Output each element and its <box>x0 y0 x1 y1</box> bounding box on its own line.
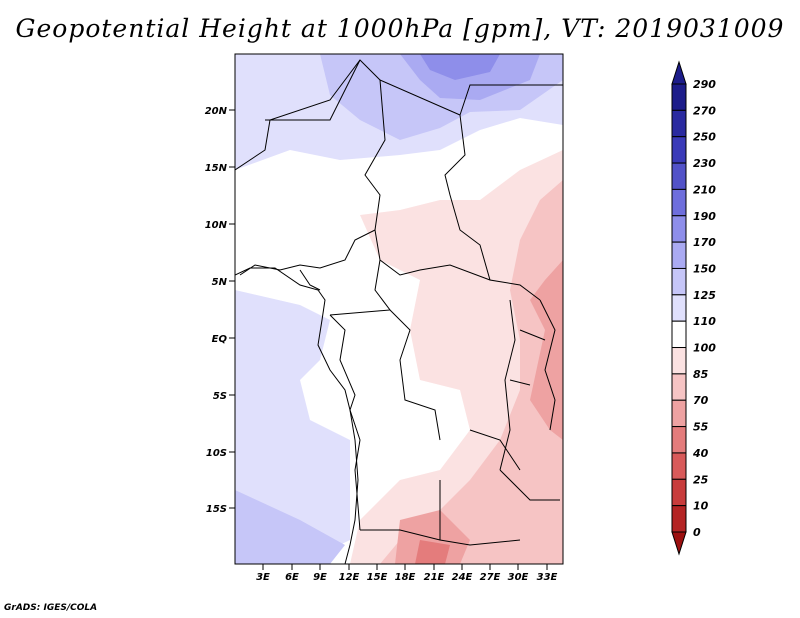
colorbar-label: 190 <box>693 210 716 223</box>
lon-label: 18E <box>395 572 416 583</box>
colorbar: 2902702502302101901701501251101008570554… <box>671 60 716 556</box>
lat-label: 20N <box>205 106 228 117</box>
lon-label: 30E <box>508 572 529 583</box>
colorbar-swatch <box>671 83 687 111</box>
grads-credit: GrADS: IGES/COLA <box>4 603 98 613</box>
colorbar-label: 270 <box>693 104 716 117</box>
lon-label: 3E <box>256 572 270 583</box>
colorbar-swatch <box>671 478 687 507</box>
colorbar-label: 55 <box>693 421 709 434</box>
colorbar-label: 150 <box>693 262 716 275</box>
colorbar-label: 85 <box>693 368 709 381</box>
lon-label: 24E <box>452 572 473 583</box>
colorbar-swatch <box>671 109 687 138</box>
lon-label: 12E <box>339 572 360 583</box>
colorbar-swatch <box>671 241 687 269</box>
lat-label: 15N <box>205 163 228 174</box>
latitude-labels: 20N 15N 10N 5N EQ 5S 10S 15S <box>205 106 228 515</box>
longitude-labels: 3E 6E 9E 12E 15E 18E 21E 24E 27E 30E 33E <box>256 572 557 583</box>
lon-label: 21E <box>424 572 445 583</box>
colorbar-label: 125 <box>693 289 716 302</box>
lat-label: 10S <box>206 448 227 459</box>
colorbar-label: 230 <box>693 157 716 170</box>
colorbar-label: 250 <box>693 131 716 144</box>
lat-label: 10N <box>205 220 228 231</box>
lon-label: 9E <box>313 572 327 583</box>
colorbar-swatch <box>671 452 687 480</box>
colorbar-label: 70 <box>693 394 709 407</box>
country-borders <box>235 59 563 546</box>
lat-label: 5N <box>212 277 228 288</box>
height-field <box>235 54 563 564</box>
colorbar-label: 210 <box>693 183 716 196</box>
colorbar-top-arrow <box>671 60 687 85</box>
map-title: Geopotential Height at 1000hPa [gpm], VT… <box>15 14 785 43</box>
lon-label: 15E <box>367 572 388 583</box>
colorbar-swatch <box>671 347 687 375</box>
colorbar-swatch <box>671 188 687 217</box>
colorbar-swatch <box>671 136 687 164</box>
colorbar-swatch <box>671 267 687 296</box>
lon-label: 33E <box>537 572 558 583</box>
lat-label: 15S <box>206 504 227 515</box>
colorbar-swatch <box>671 162 687 190</box>
colorbar-swatch <box>671 294 687 322</box>
colorbar-label: 0 <box>693 526 701 539</box>
colorbar-label: 170 <box>693 236 716 249</box>
colorbar-label: 290 <box>693 78 716 91</box>
lat-label: EQ <box>212 334 228 345</box>
lon-label: 27E <box>480 572 501 583</box>
lat-label: 5S <box>213 391 227 402</box>
colorbar-label: 10 <box>693 500 709 513</box>
lon-label: 6E <box>285 572 299 583</box>
colorbar-label: 110 <box>693 315 716 328</box>
colorbar-swatch <box>671 399 687 428</box>
colorbar-label: 40 <box>692 447 709 460</box>
colorbar-label: 25 <box>693 473 709 486</box>
colorbar-swatch <box>671 215 687 243</box>
map-frame <box>234 53 564 565</box>
colorbar-swatch <box>671 426 687 454</box>
colorbar-label: 100 <box>693 342 716 355</box>
colorbar-swatch <box>671 373 687 401</box>
coastline <box>235 267 359 564</box>
colorbar-swatch <box>671 505 687 533</box>
colorbar-bottom-arrow <box>671 531 687 556</box>
axis-ticks <box>229 109 548 570</box>
colorbar-swatch <box>671 320 687 349</box>
